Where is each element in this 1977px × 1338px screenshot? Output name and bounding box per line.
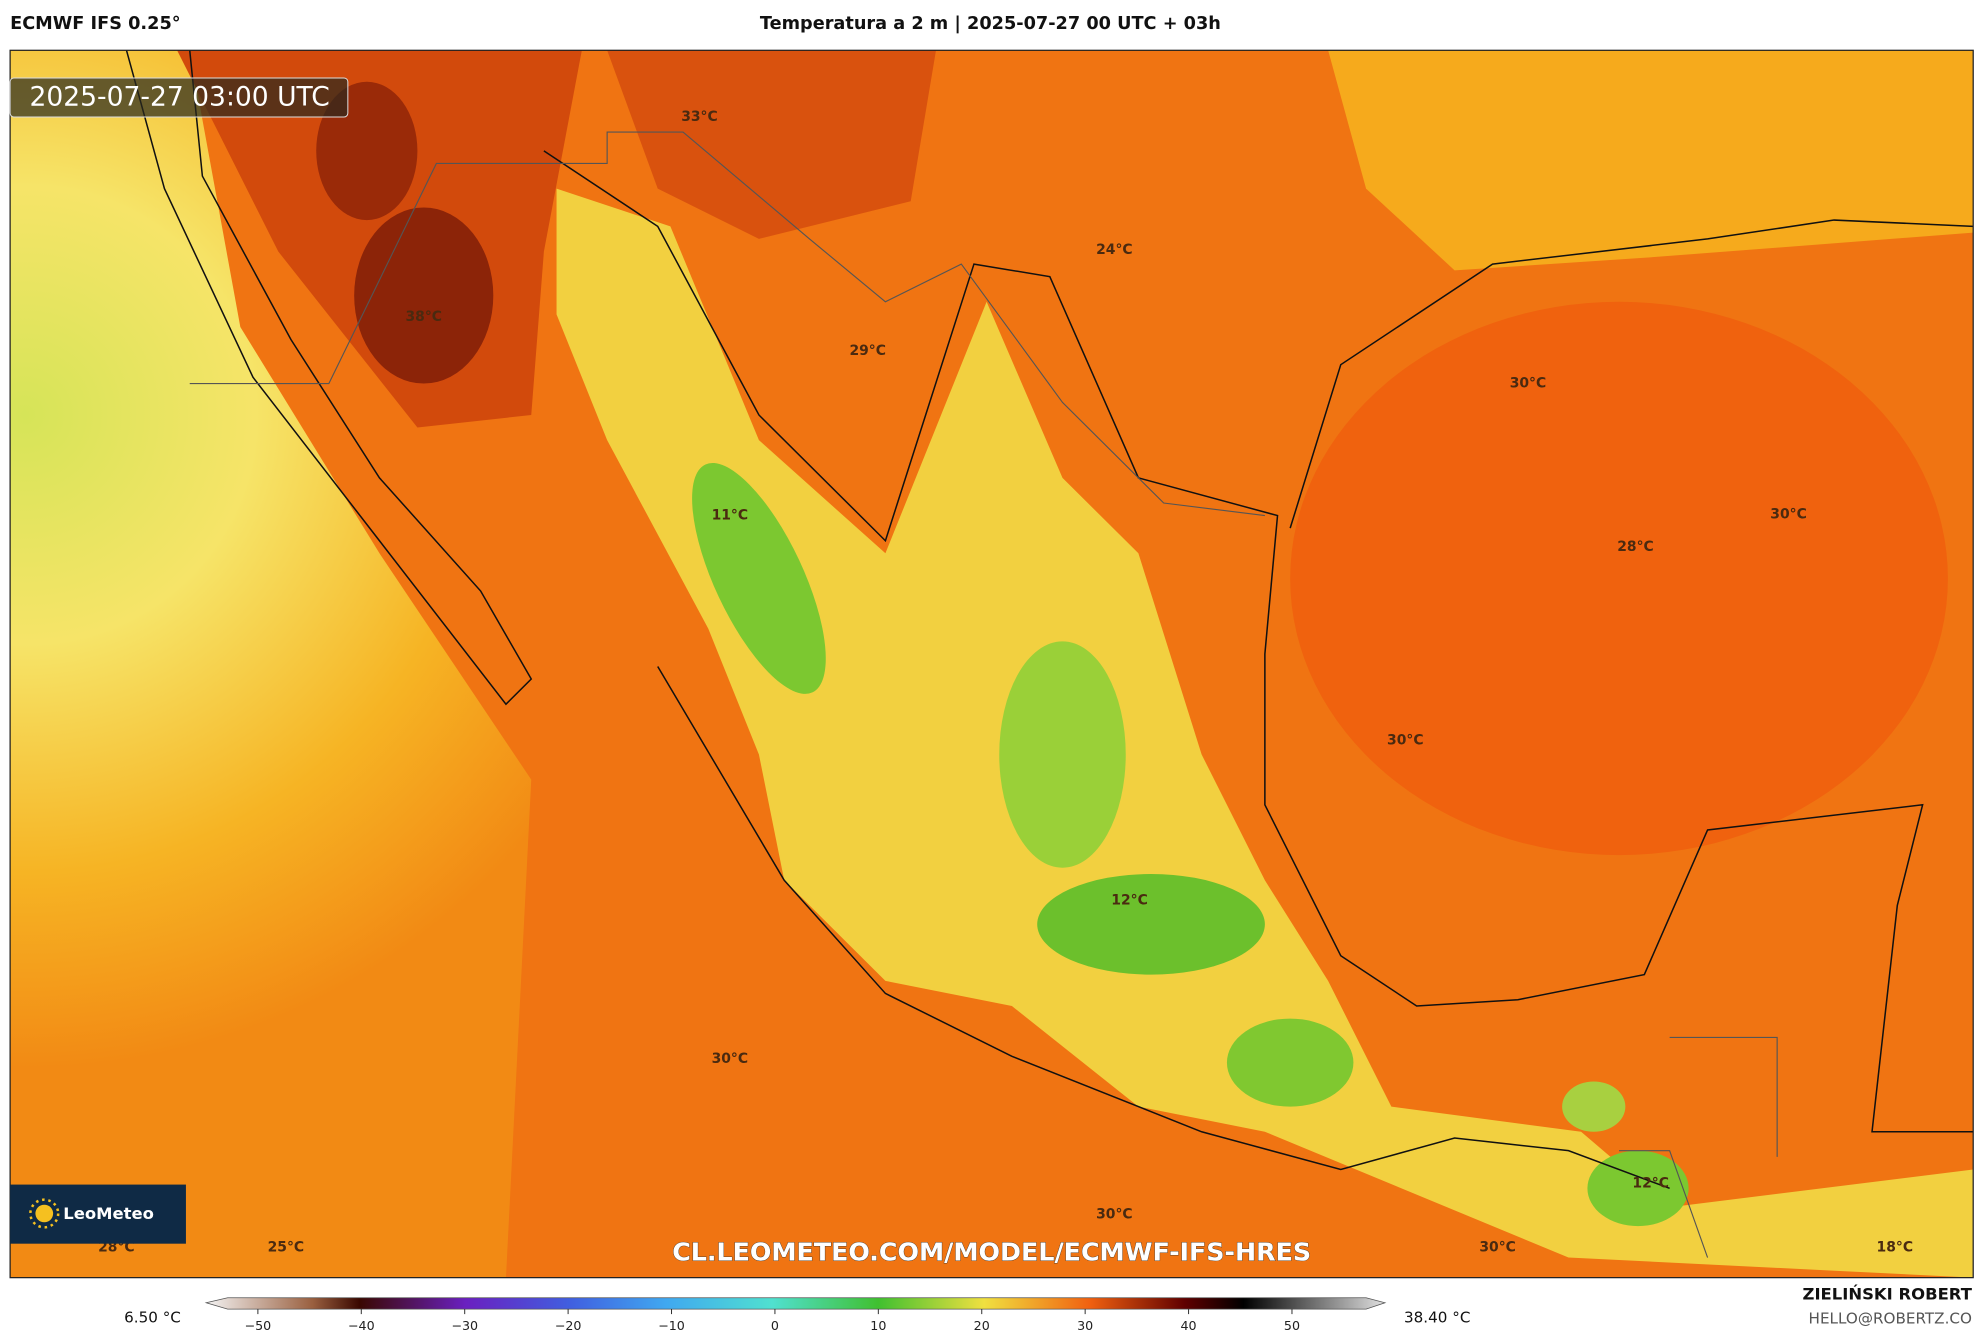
map-label: 12°C (1632, 1175, 1668, 1191)
ocean-field (10, 50, 532, 1278)
logo: LeoMeteo (10, 1184, 186, 1244)
map-label: 30°C (712, 1051, 748, 1067)
model-name: ECMWF IFS 0.25° (10, 14, 181, 34)
colorbar-tick-label: 0 (771, 1318, 779, 1333)
map-labels: 33°C 24°C 38°C 29°C 30°C 11°C 30°C 28°C … (98, 109, 1913, 1255)
map-label: 30°C (1770, 506, 1806, 522)
author: ZIELIŃSKI ROBERT (1803, 1285, 1973, 1304)
timestamp-box (9, 77, 349, 118)
map-label: 12°C (1111, 892, 1147, 908)
timestamp: 2025-07-27 03:00 UTC (29, 82, 329, 113)
logo-rays (29, 1198, 60, 1229)
cool-field (692, 462, 826, 694)
map-label: 30°C (1479, 1239, 1515, 1255)
map-label: 28°C (1617, 539, 1653, 555)
cool-field (1037, 873, 1265, 975)
hot-core (354, 207, 494, 384)
colorbar-min: 6.50 °C (124, 1308, 181, 1326)
gulf-field (1290, 301, 1948, 856)
colorbar-tick-label: −50 (245, 1318, 272, 1333)
map (9, 49, 1974, 1279)
logo-sun (35, 1204, 54, 1223)
colorbar-tick-label: −40 (348, 1318, 375, 1333)
map-label: 18°C (1877, 1239, 1913, 1255)
map-label: 25°C (268, 1239, 304, 1255)
colorbar-tick-label: 20 (974, 1318, 990, 1333)
colorbar-tick-label: −10 (658, 1318, 685, 1333)
cool-field (1226, 1018, 1354, 1107)
logo-text: LeoMeteo (63, 1204, 154, 1223)
map-label: 30°C (1510, 376, 1546, 392)
hot-field (607, 50, 937, 239)
map-label: 30°C (1387, 733, 1423, 749)
map-label: 29°C (849, 343, 885, 359)
map-label: 38°C (405, 309, 441, 325)
colorbar-tick-label: −20 (555, 1318, 582, 1333)
cool-field (1562, 1081, 1626, 1132)
north-field (1328, 50, 1974, 271)
border (189, 131, 1778, 1258)
colorbar-tick-label: 50 (1284, 1318, 1300, 1333)
colorbar-tick-label: 40 (1181, 1318, 1197, 1333)
email: HELLO@ROBERTZ.CO (1809, 1310, 1972, 1328)
coastline (125, 50, 1974, 1190)
colorbar-max: 38.40 °C (1404, 1308, 1470, 1326)
map-frame (9, 49, 1974, 1279)
map-label: 24°C (1096, 242, 1132, 258)
map-title: Temperatura a 2 m | 2025-07-27 00 UTC + … (760, 14, 1221, 34)
cool-field (999, 641, 1126, 868)
colorbar-tick-label: −30 (451, 1318, 478, 1333)
colorbar-tick-label: 10 (870, 1318, 886, 1333)
watermark: CL.LEOMETEO.COM/MODEL/ECMWF-IFS-HRES (672, 1238, 1311, 1267)
cool-field (1587, 1150, 1689, 1227)
map-label: 30°C (1096, 1207, 1132, 1223)
map-label: 33°C (681, 109, 717, 125)
map-label: 11°C (712, 508, 748, 524)
colorbar-tick-label: 30 (1077, 1318, 1093, 1333)
colorbar (204, 1297, 1387, 1310)
